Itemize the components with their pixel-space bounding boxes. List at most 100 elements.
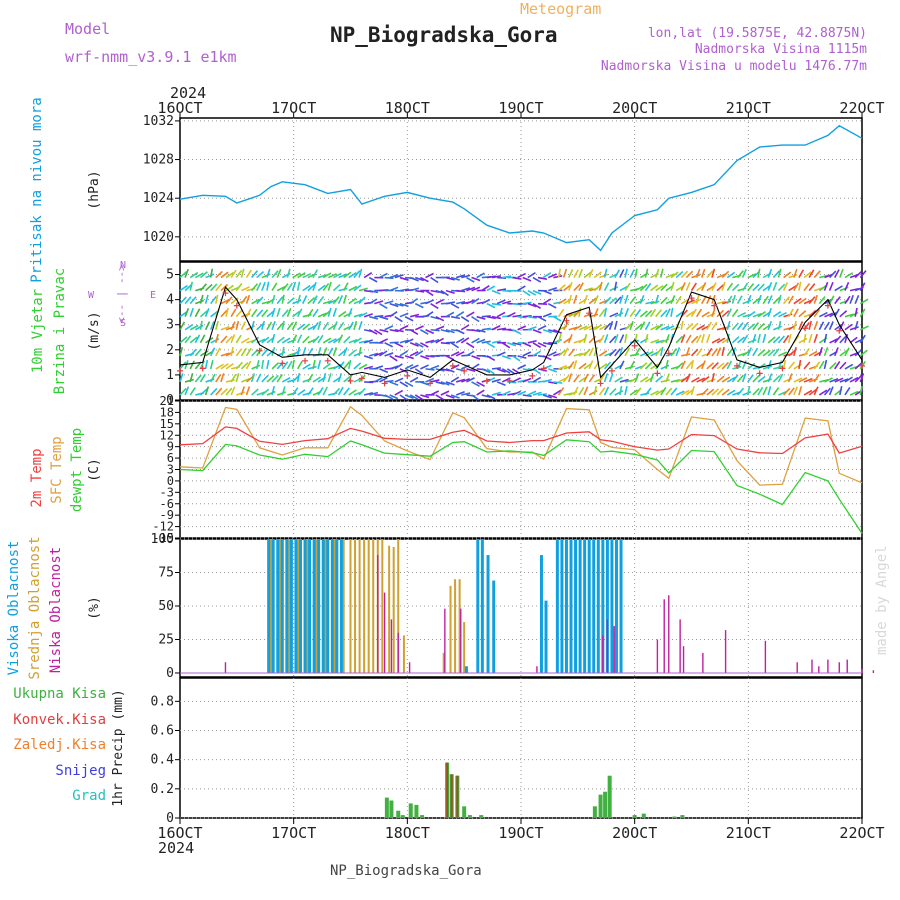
cloud-bar — [444, 608, 446, 673]
wind-vector — [389, 355, 398, 362]
wind-vector — [823, 333, 828, 343]
wind-vector — [762, 333, 767, 344]
wind-vector — [502, 300, 512, 305]
cloud-bar — [464, 666, 468, 673]
wind-vector — [747, 323, 756, 331]
wind-vector — [819, 274, 829, 279]
wind-vector — [307, 297, 316, 305]
y-tick-label: 0.2 — [151, 782, 174, 797]
wind-vector — [389, 302, 399, 308]
wind-gust-point — [608, 367, 615, 374]
wind-vector — [573, 352, 583, 357]
compass-s: S — [120, 318, 126, 329]
wind-vector — [650, 363, 659, 370]
wind-gust-point — [540, 365, 547, 372]
x-tick-label-top: 18OCT — [385, 99, 430, 117]
wind-vector — [563, 312, 573, 318]
wind-vector — [593, 347, 598, 357]
wind-vector — [209, 359, 214, 370]
wind-vector — [798, 281, 802, 291]
wind-vector — [317, 284, 326, 292]
wind-vector — [261, 336, 270, 344]
wind-vector — [823, 387, 832, 396]
wind-label: 10m Vjetar — [30, 289, 46, 373]
wind-gust-point — [654, 370, 661, 377]
wind-gust-point — [733, 362, 740, 369]
wind-vector — [414, 302, 424, 309]
wind-vector — [179, 270, 188, 279]
wind-vector — [204, 386, 210, 396]
cloud-bar — [335, 539, 339, 673]
cloud-bar — [349, 539, 352, 673]
wind-vector — [660, 296, 668, 305]
wind-vector — [189, 307, 194, 317]
wind-vector — [675, 295, 682, 305]
wind-vector — [527, 315, 537, 319]
wind-vector — [255, 359, 260, 370]
wind-vector — [532, 302, 542, 310]
cloud-bar — [267, 539, 271, 673]
wind-vector — [701, 376, 710, 383]
wind-vector — [721, 281, 726, 291]
wind-vector — [844, 376, 853, 383]
wind-vector — [563, 284, 572, 292]
wind-vector — [578, 362, 587, 370]
wind-vector — [711, 307, 716, 317]
wind-vector — [297, 272, 306, 279]
cloud-bar — [610, 539, 614, 673]
wind-vector — [348, 285, 358, 292]
wind-vector — [204, 294, 209, 304]
wind-gust-point — [427, 380, 434, 387]
wind-vector — [711, 321, 718, 331]
wind-vector — [327, 373, 332, 383]
cloud-bar — [381, 539, 384, 673]
wind-vector — [747, 294, 752, 304]
wind-vector — [296, 334, 303, 344]
wind-vector — [461, 274, 471, 279]
wind-vector — [404, 363, 414, 370]
wind-vector — [685, 373, 691, 383]
wind-vector — [466, 350, 475, 357]
wind-vector — [660, 387, 667, 396]
wind-vector — [834, 285, 843, 292]
y-tick-label: 9 — [167, 440, 174, 454]
wind-vector — [762, 295, 769, 305]
cloud-bar — [587, 539, 591, 673]
wind-vector — [205, 273, 215, 279]
wind-vector — [312, 359, 316, 370]
wind-vector — [215, 294, 219, 304]
wind-vector — [624, 386, 628, 396]
wind-vector — [670, 387, 678, 396]
footer-station: NP_Biogradska_Gora — [330, 863, 482, 879]
wind-gust-point — [199, 365, 206, 372]
wind-vector — [716, 337, 726, 344]
precip-bar — [400, 815, 405, 818]
wind-vector — [731, 322, 739, 331]
wind-vector — [209, 373, 216, 383]
wind-vector — [747, 273, 757, 279]
wind-vector — [599, 324, 608, 331]
wind-vector — [741, 373, 747, 383]
wind-vector — [532, 342, 542, 349]
wind-vector — [225, 387, 233, 396]
wind-vector — [716, 283, 725, 292]
wind-vector — [578, 307, 582, 317]
wind-vector — [593, 295, 599, 304]
x-tick-label-bottom: 18OCT — [385, 824, 430, 842]
wind-vector — [338, 287, 348, 292]
wind-vector — [353, 351, 363, 357]
wind-vector — [374, 300, 384, 305]
wind-vector — [598, 308, 606, 318]
wind-vector — [583, 271, 592, 279]
wind-vector — [296, 372, 301, 383]
wind-vector — [711, 338, 721, 344]
wind-vector — [348, 321, 354, 331]
wind-vector — [752, 374, 760, 383]
wind-vector — [787, 295, 794, 305]
wind-vector — [542, 355, 552, 361]
wind-vector — [220, 309, 228, 318]
wind-vector — [399, 324, 409, 331]
wind-vector — [496, 327, 507, 331]
wind-vector — [767, 349, 776, 357]
cloud-bar — [289, 539, 293, 673]
